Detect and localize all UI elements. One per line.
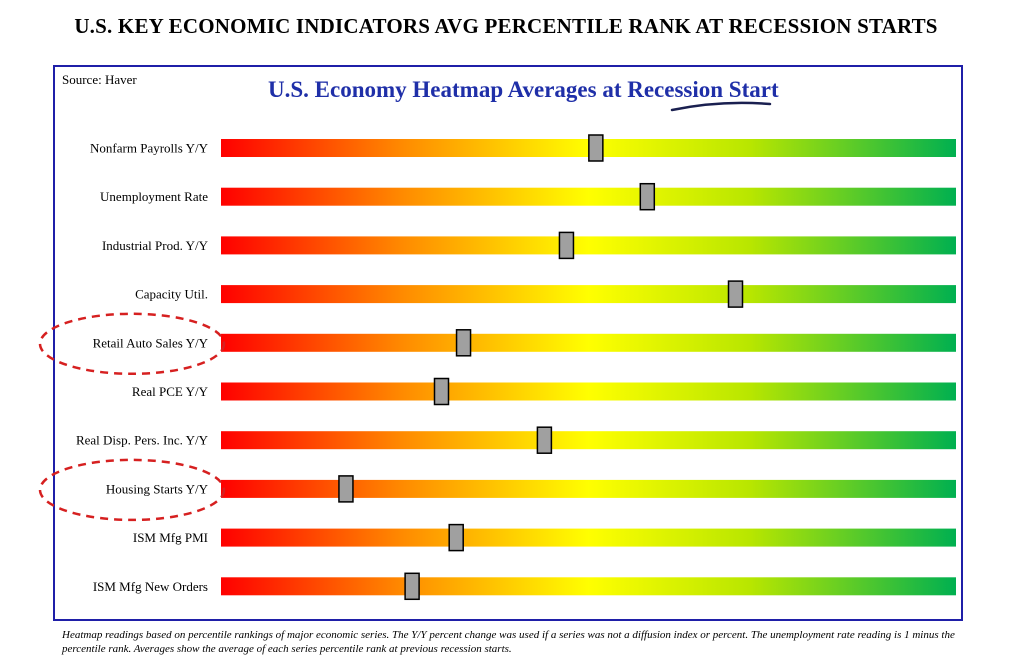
heat-bar xyxy=(221,382,956,401)
chart-title: U.S. Economy Heatmap Averages at Recessi… xyxy=(268,77,779,102)
value-marker xyxy=(338,475,354,503)
value-marker xyxy=(536,426,553,454)
value-marker xyxy=(448,523,464,552)
value-marker xyxy=(588,134,604,162)
heat-bar xyxy=(221,187,956,206)
value-marker xyxy=(433,377,450,406)
row-label: Unemployment Rate xyxy=(100,189,208,204)
heat-bar xyxy=(221,528,956,547)
heat-bar xyxy=(221,431,956,450)
row-label: Nonfarm Payrolls Y/Y xyxy=(90,141,209,156)
row-label: Real Disp. Pers. Inc. Y/Y xyxy=(76,433,209,448)
row-label: ISM Mfg PMI xyxy=(133,530,208,545)
heat-bar xyxy=(221,333,956,352)
value-marker xyxy=(639,182,656,211)
title-underline xyxy=(670,101,772,112)
value-marker xyxy=(558,231,575,260)
source-note: Source: Haver xyxy=(62,72,137,87)
heat-bar xyxy=(221,577,956,596)
row-label: ISM Mfg New Orders xyxy=(93,579,208,594)
chart-frame xyxy=(53,65,963,621)
value-marker xyxy=(404,572,420,601)
heat-bar xyxy=(221,479,956,498)
row-label: Capacity Util. xyxy=(135,287,208,302)
row-label: Industrial Prod. Y/Y xyxy=(102,238,209,253)
value-marker xyxy=(727,280,744,308)
heat-bar xyxy=(221,236,956,255)
page-title: U.S. KEY ECONOMIC INDICATORS AVG PERCENT… xyxy=(74,14,938,38)
highlight-circle xyxy=(38,312,226,376)
heat-bar xyxy=(221,285,956,304)
row-label: Real PCE Y/Y xyxy=(132,384,209,399)
row-label: Housing Starts Y/Y xyxy=(106,481,209,496)
highlight-circle xyxy=(38,458,226,522)
footnote: Heatmap readings based on percentile ran… xyxy=(62,629,955,655)
row-label: Retail Auto Sales Y/Y xyxy=(93,335,209,350)
value-marker xyxy=(455,329,472,357)
